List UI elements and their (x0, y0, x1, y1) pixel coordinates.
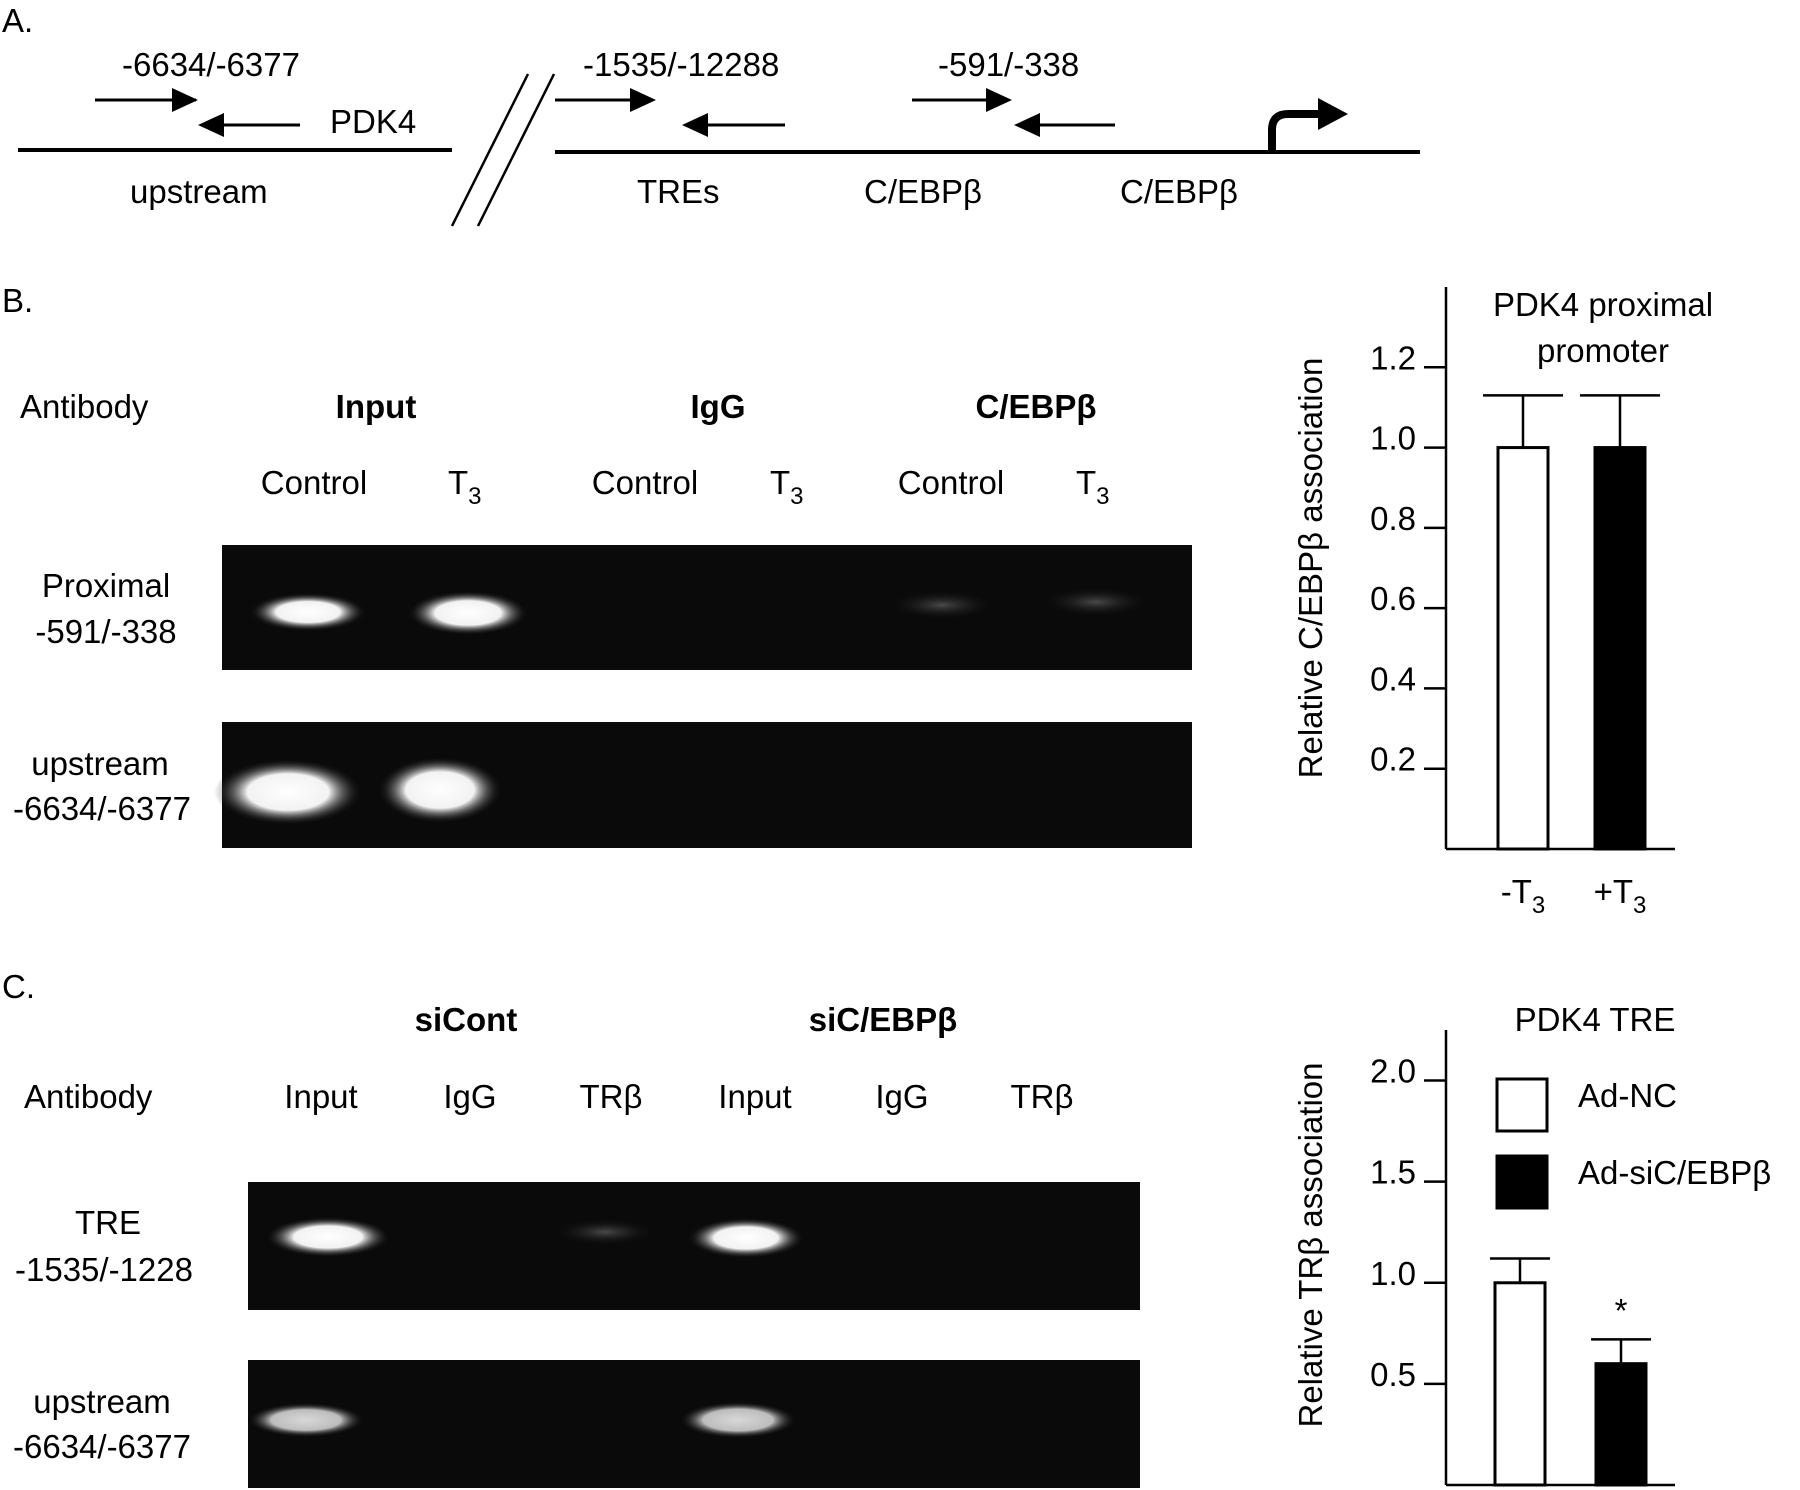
row-label-proximal: Proximal (42, 567, 170, 604)
y-tick-label: 1.5 (1370, 1154, 1416, 1191)
primer-arrows (95, 88, 1115, 137)
lane-label-b: T3 (770, 464, 804, 510)
legend-label: Ad-siC/EBPβ (1578, 1154, 1771, 1191)
lane-label-c: TRβ (1011, 1078, 1074, 1115)
row-label-proximal-coords: -591/-338 (35, 613, 176, 650)
chart-pdk4-tre: 0.5 1.0 1.5 2.0 Relative TRβ association PDK4… (1292, 1001, 1771, 1487)
antibody-label-b: Antibody (20, 388, 149, 425)
gel-band (890, 591, 994, 619)
bar (1493, 1281, 1547, 1487)
lane-label-b: Control (592, 464, 698, 501)
row-label-tre-coords: -1535/-1228 (15, 1251, 193, 1288)
chart-proximal-promoter: 0.2 0.4 0.6 0.8 1.0 1.2 Relative C/EBPβ associ… (1292, 286, 1713, 919)
y-tick-label: 1.2 (1370, 339, 1416, 376)
legend-label: Ad-NC (1578, 1077, 1677, 1114)
x-tick-label: +T3 (1594, 873, 1647, 919)
lane-label-c: IgG (443, 1078, 496, 1115)
lane-label-c: IgG (875, 1078, 928, 1115)
bar (1594, 1362, 1648, 1487)
primer-label-upstream: -6634/-6377 (122, 46, 300, 83)
lane-label-b: T3 (448, 464, 482, 510)
antibody-label-c: Antibody (24, 1078, 153, 1115)
gel-band (248, 1403, 364, 1437)
panel-c-label: C. (2, 968, 35, 1005)
chart-title: promoter (1537, 332, 1669, 369)
gel-band (555, 1219, 655, 1245)
y-tick-label: 0.5 (1370, 1356, 1416, 1393)
lane-label-b: Control (261, 464, 367, 501)
y-tick-label: 0.6 (1370, 580, 1416, 617)
gene-label: PDK4 (330, 103, 416, 140)
y-tick-label: 1.0 (1370, 420, 1416, 457)
legend-swatch (1495, 1154, 1549, 1210)
y-tick-label: 0.2 (1370, 741, 1416, 778)
row-label-upstream-c: upstream (33, 1383, 171, 1420)
y-tick-label: 0.4 (1370, 660, 1416, 697)
y-axis-label: Relative TRβ association (1292, 1062, 1329, 1427)
gel-band (408, 591, 528, 635)
gel-band (266, 1217, 390, 1257)
gel-band (250, 593, 366, 631)
group-input-b: Input (336, 388, 417, 425)
gel-c-upstream (248, 1360, 1140, 1488)
chart-title: PDK4 TRE (1515, 1001, 1676, 1038)
legend-swatch (1495, 1077, 1549, 1133)
gel-b-upstream (214, 722, 1192, 848)
y-tick-label: 0.8 (1370, 500, 1416, 537)
bar (1593, 446, 1647, 851)
chart-title: PDK4 proximal (1493, 286, 1713, 323)
primer-label-tre: -1535/-12288 (583, 46, 779, 83)
panel-a-label: A. (2, 2, 33, 39)
region-upstream-label: upstream (130, 173, 268, 210)
gel-band (214, 759, 362, 825)
x-tick-label: -T3 (1501, 873, 1546, 919)
y-axis-label: Relative C/EBPβ association (1292, 358, 1329, 779)
lane-label-b: Control (898, 464, 1004, 501)
gel-band (680, 1402, 796, 1438)
tss-arrow-icon (1268, 98, 1348, 150)
row-label-upstream-coords: -6634/-6377 (13, 790, 191, 827)
region-cebp2-label: C/EBPβ (1120, 173, 1238, 210)
y-tick-label: 1.0 (1370, 1255, 1416, 1292)
lane-label-b: T3 (1076, 464, 1110, 510)
group-igg-b: IgG (691, 388, 746, 425)
row-label-tre: TRE (75, 1204, 141, 1241)
primer-label-cebp: -591/-338 (938, 46, 1079, 83)
gel-band (688, 1218, 804, 1258)
lane-label-c: TRβ (580, 1078, 643, 1115)
group-sicont: siCont (415, 1001, 518, 1038)
panel-b-label: B. (2, 282, 33, 319)
gel-c-tre (248, 1182, 1140, 1310)
break-mark (450, 73, 530, 227)
group-sicebp: siC/EBPβ (809, 1001, 958, 1038)
gel-b-proximal (222, 545, 1192, 670)
lane-label-c: Input (284, 1078, 357, 1115)
significance-marker: * (1615, 1292, 1628, 1329)
bar (1496, 446, 1550, 851)
row-label-upstream: upstream (31, 745, 169, 782)
group-cebp-b: C/EBPβ (976, 388, 1097, 425)
gel-band (378, 757, 502, 823)
lane-label-c: Input (718, 1078, 791, 1115)
y-tick-label: 2.0 (1370, 1053, 1416, 1090)
row-label-upstream-c-coords: -6634/-6377 (13, 1428, 191, 1465)
region-tre-label: TREs (637, 173, 720, 210)
region-cebp1-label: C/EBPβ (864, 173, 982, 210)
gel-band (1044, 588, 1148, 616)
